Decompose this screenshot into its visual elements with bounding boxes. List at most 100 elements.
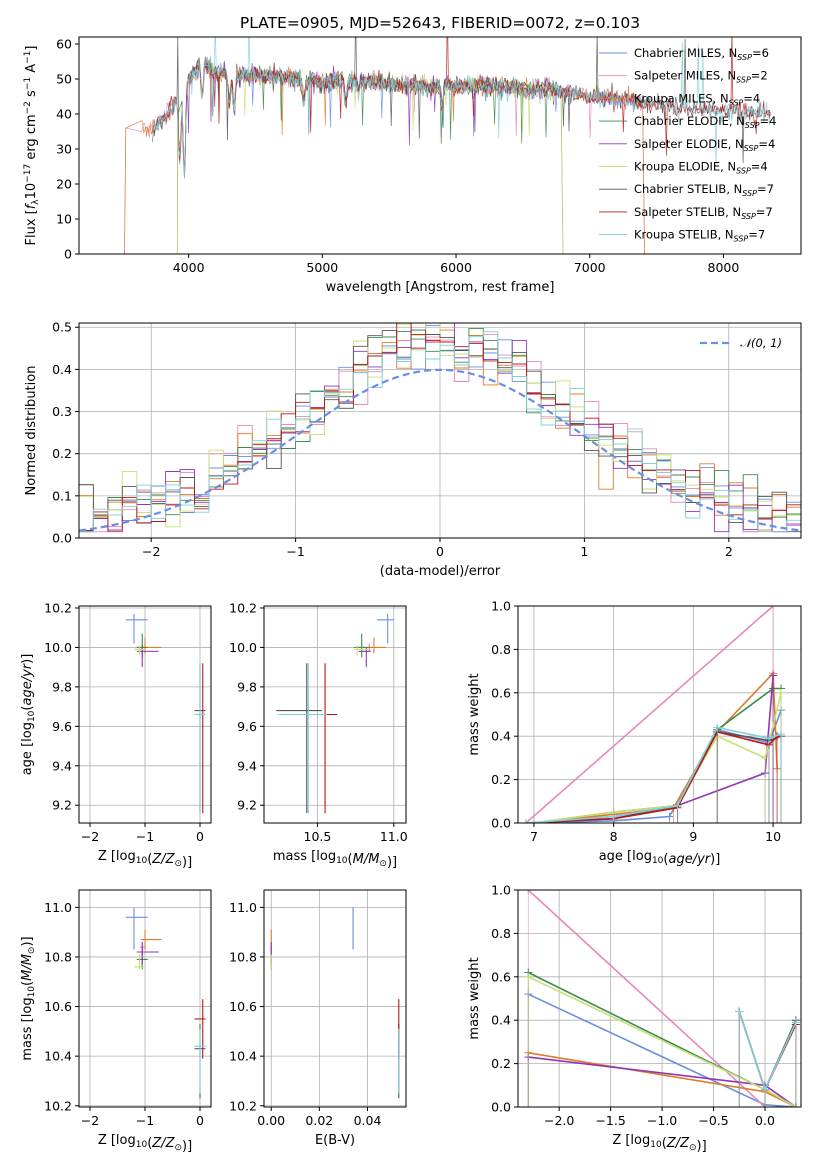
axes-frame xyxy=(78,36,802,255)
plot-area xyxy=(524,890,800,1107)
legend-label-text: Chabrier ELODIE, N xyxy=(634,114,745,128)
figure-title: PLATE=0905, MJD=52643, FIBERID=0072, z=0… xyxy=(240,14,640,32)
x-axis-label: wavelength [Angstrom, rest frame] xyxy=(326,280,555,295)
x-axis-label: E(B-V) xyxy=(315,1133,355,1148)
y-tick-label: 0.8 xyxy=(491,926,511,941)
x-axis-label-part: 10 xyxy=(136,856,148,866)
spectrum-line-7 xyxy=(152,37,771,179)
y-axis-label-part: mass weight xyxy=(467,957,482,1039)
y-axis-label-part: ( xyxy=(20,981,35,986)
x-axis-label-part: ⊙ xyxy=(174,1143,182,1153)
x-axis-label-part: ( xyxy=(348,852,353,867)
y-axis-label: mass weight xyxy=(467,957,482,1039)
y-tick-label: 60 xyxy=(56,37,72,52)
x-axis-label-part: )] xyxy=(697,1139,707,1154)
y-tick-label: 1.0 xyxy=(491,883,511,898)
y-axis-label-part: s xyxy=(24,90,39,101)
panel-residuals: −2 −1 0 1 2 0.0 0.1 0.2 0.3 0.4 0.5 𝒩(0, 1) (data-mo… xyxy=(24,320,802,579)
y-axis-label-part: −2 xyxy=(23,101,33,114)
x-axis-label: mass [log10(M/M⊙)] xyxy=(273,849,397,870)
y-tick-label: 9.8 xyxy=(52,679,72,694)
panel-spectrum: 4000 5000 6000 7000 8000 0 10 20 30 40 50 60 wavelen… xyxy=(23,36,802,295)
y-tick-label: 11.0 xyxy=(229,900,257,915)
legend-label: Kroupa MILES, NSSP=4 xyxy=(634,91,760,107)
x-tick-label: 11.0 xyxy=(380,829,408,844)
x-axis-label-part: 10 xyxy=(136,1140,148,1150)
y-axis-label-part: ( xyxy=(20,706,35,711)
y-tick-label: 9.6 xyxy=(237,719,257,734)
legend-label-sub: SSP xyxy=(742,189,757,198)
x-tick-label: 0.0 xyxy=(755,1113,775,1128)
legend-label-value: =2 xyxy=(751,69,768,83)
y-tick-label: 10.0 xyxy=(44,640,72,655)
x-axis-label-part: Z/Z xyxy=(666,1136,690,1151)
legend-label-text: Kroupa MILES, N xyxy=(634,91,729,105)
y-tick-label: 10.2 xyxy=(44,600,72,615)
x-tick-label: 8 xyxy=(610,829,618,844)
legend-label-sub: SSP xyxy=(745,121,760,130)
x-tick-label: 6000 xyxy=(440,260,472,275)
y-tick-label: 0.2 xyxy=(491,772,511,787)
legend-label-sub: SSP xyxy=(736,167,751,176)
x-axis-label-part: mass [log xyxy=(273,849,336,864)
axes-frame xyxy=(78,322,802,539)
y-axis-label-part: 10 xyxy=(24,183,39,200)
y-tick-label: 10.8 xyxy=(229,949,257,964)
axes-frame xyxy=(263,889,407,1108)
mass-weight-line-3 xyxy=(533,671,778,823)
x-tick-label: −1.5 xyxy=(595,1113,625,1128)
x-tick-label: −0.5 xyxy=(698,1113,728,1128)
y-axis-label-part: −1 xyxy=(23,51,33,64)
y-axis-label-part: f xyxy=(24,202,39,209)
x-axis-label-part: 10 xyxy=(336,856,348,866)
mass-weight-line-8 xyxy=(525,730,778,823)
x-axis-label-part: Z [log xyxy=(612,1133,650,1148)
x-tick-label: 0 xyxy=(436,544,444,559)
mass-weight-line-9 xyxy=(525,726,782,823)
x-tick-label: 7 xyxy=(530,829,538,844)
legend-label: Chabrier MILES, NSSP=6 xyxy=(634,46,769,62)
axes-frame xyxy=(78,889,212,1108)
x-axis-label: (data-model)/error xyxy=(380,564,501,579)
y-tick-label: 10.6 xyxy=(44,999,72,1014)
x-tick-label: 0.02 xyxy=(305,1113,333,1128)
x-axis-label-part: ⊙ xyxy=(379,859,387,869)
x-axis-label-part: M/M xyxy=(353,852,380,867)
panel-age_vs_Z: −2 −1 09.29.49.69.810.010.2Z [log10(Z/Z⊙)]… xyxy=(20,600,212,870)
y-tick-label: 10.2 xyxy=(44,1098,72,1113)
x-axis-label-part: )] xyxy=(710,852,720,867)
x-axis-label-part: Z [log xyxy=(98,849,136,864)
x-tick-label: 1 xyxy=(580,544,588,559)
y-tick-label: 10.8 xyxy=(44,949,72,964)
x-axis-label-part: )] xyxy=(387,855,397,870)
x-axis-label-part: wavelength [Angstrom, rest frame] xyxy=(326,280,555,295)
mass-weight-line-5 xyxy=(533,675,774,823)
x-tick-label: −1 xyxy=(136,1113,154,1128)
y-tick-label: 9.2 xyxy=(237,798,257,813)
legend-label-sub: SSP xyxy=(736,76,751,85)
axes-frame xyxy=(78,605,212,824)
residual-histogram-8 xyxy=(79,323,801,531)
axes-frame xyxy=(263,605,407,824)
legend-label-text: Salpeter STELIB, N xyxy=(634,205,741,219)
y-tick-label: 0.4 xyxy=(491,1013,511,1028)
x-axis-label-part: (data-model)/error xyxy=(380,564,501,579)
y-tick-label: 0.4 xyxy=(52,362,72,377)
legend-label: Salpeter MILES, NSSP=2 xyxy=(634,69,768,85)
axes-frame xyxy=(517,605,802,824)
mass-weight-line-6 xyxy=(533,692,782,823)
y-tick-label: 0.6 xyxy=(491,969,511,984)
x-tick-label: 8000 xyxy=(708,260,740,275)
y-axis-label-part: Flux [ xyxy=(24,209,39,245)
legend-label-value: =7 xyxy=(756,205,773,219)
mass-weight-line-7 xyxy=(738,1011,797,1092)
x-tick-label: 5000 xyxy=(306,260,338,275)
x-tick-label: 9 xyxy=(689,829,697,844)
gaussian-curve xyxy=(79,368,801,532)
legend-label-sub: SSP xyxy=(744,144,759,153)
y-tick-label: 1.0 xyxy=(491,599,511,614)
y-tick-label: 0.0 xyxy=(52,531,72,546)
y-axis-label-part: Normed distribution xyxy=(24,366,39,496)
x-tick-label: −2.0 xyxy=(544,1113,574,1128)
